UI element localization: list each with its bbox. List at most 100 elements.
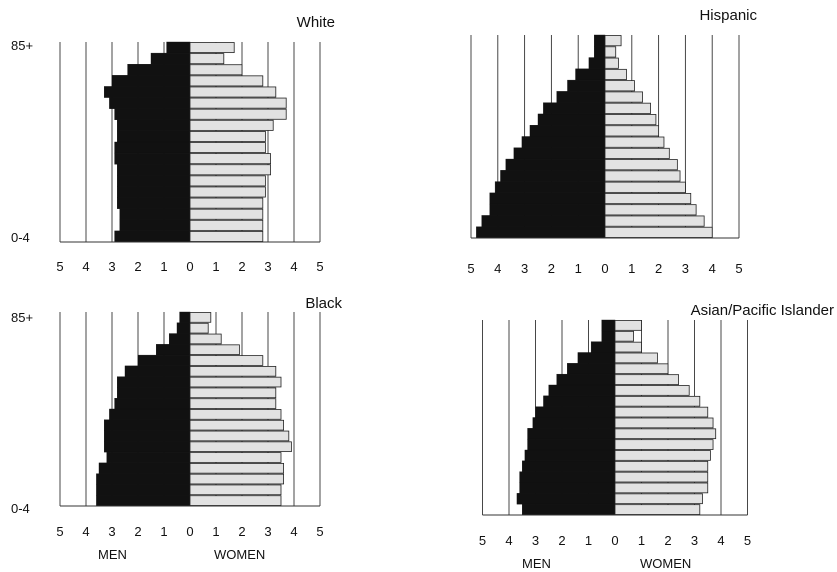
women-bar (604, 204, 697, 216)
men-bar (489, 192, 606, 205)
tick-label: 3 (521, 261, 528, 276)
men-bar (522, 460, 616, 472)
men-bar (109, 97, 191, 109)
tick-label: 2 (238, 524, 245, 539)
tick-label: 3 (264, 524, 271, 539)
tick-label: 5 (744, 533, 751, 548)
men-bar (519, 482, 616, 494)
tick-label: 3 (264, 259, 271, 274)
women-bar (189, 86, 277, 98)
women-bar (604, 159, 678, 171)
men-bar (116, 119, 191, 132)
tick-label: 4 (290, 524, 297, 539)
men-bar (548, 384, 616, 397)
women-bar (189, 64, 243, 76)
women-bar (614, 330, 634, 342)
women-bar (189, 462, 284, 474)
tick-label: 1 (638, 533, 645, 548)
men-bar (96, 484, 191, 496)
tick-label: 4 (82, 259, 89, 274)
men-bar (594, 34, 606, 47)
men-bar (556, 91, 606, 103)
tick-label: 2 (134, 259, 141, 274)
men-bar (594, 46, 606, 58)
men-bar (116, 197, 191, 209)
tick-label: 5 (735, 261, 742, 276)
women-bar (604, 114, 657, 126)
tick-label: 4 (717, 533, 724, 548)
tick-label: 5 (56, 259, 63, 274)
tick-label: 2 (134, 524, 141, 539)
men-bar (543, 395, 616, 407)
men-bar (481, 215, 606, 227)
men-bar (137, 354, 191, 367)
men-bar (166, 41, 191, 54)
tick-label: 1 (160, 259, 167, 274)
women-bar (604, 215, 705, 227)
women-bar (614, 504, 701, 515)
women-bar (189, 344, 240, 356)
men-bar (119, 219, 191, 232)
tick-label: 4 (709, 261, 716, 276)
women-bar (614, 374, 679, 385)
women-bar (614, 395, 701, 407)
women-bar (189, 208, 264, 220)
men-bar (116, 387, 191, 399)
tick-label: 1 (575, 261, 582, 276)
women-bar (189, 153, 271, 165)
men-bar (489, 203, 606, 216)
women-bar (189, 409, 282, 420)
men-bar (577, 352, 616, 364)
tick-label: 1 (160, 524, 167, 539)
men-bar (519, 471, 616, 483)
tick-label: 4 (494, 261, 501, 276)
tick-label: 1 (628, 261, 635, 276)
women-bar (189, 495, 282, 506)
men-bar (168, 333, 191, 345)
women-bar (189, 398, 277, 409)
tick-label: 2 (238, 259, 245, 274)
women-bar (604, 102, 651, 114)
men-bar (116, 175, 191, 187)
women-bar (614, 363, 669, 375)
men-bar (601, 330, 616, 342)
women-bar (189, 108, 287, 120)
women-bar (604, 125, 659, 137)
tick-label: 5 (316, 524, 323, 539)
women-bar (189, 75, 264, 87)
men-bar (116, 164, 191, 176)
women-bar (614, 352, 658, 364)
women-bar (604, 91, 643, 103)
women-bar (614, 341, 642, 353)
panel-title: Black (305, 295, 342, 312)
women-bar (189, 484, 282, 496)
women-bar (614, 471, 709, 483)
men-bar (103, 86, 191, 98)
tick-label: 5 (467, 261, 474, 276)
legend-women: WOMEN (214, 547, 265, 562)
men-bar (106, 451, 191, 464)
women-bar (189, 473, 284, 485)
age-label-top: 85+ (11, 310, 33, 325)
panel-title: Asian/Pacific Islander (691, 302, 834, 319)
women-bar (604, 57, 619, 69)
women-bar (189, 97, 287, 109)
tick-label: 2 (548, 261, 555, 276)
men-bar (119, 208, 191, 220)
tick-label: 0 (186, 259, 193, 274)
men-bar (176, 322, 191, 334)
women-bar (604, 181, 686, 193)
women-bar (604, 170, 681, 182)
women-bar (189, 355, 264, 366)
men-bar (114, 398, 191, 410)
women-bar (189, 53, 225, 65)
men-bar (155, 344, 191, 356)
women-bar (614, 417, 714, 429)
women-bar (614, 385, 690, 396)
women-bar (189, 164, 271, 176)
legend-women: WOMEN (640, 556, 691, 571)
men-bar (103, 430, 191, 442)
women-bar (189, 376, 282, 388)
men-bar (532, 417, 616, 429)
tick-label: 2 (558, 533, 565, 548)
